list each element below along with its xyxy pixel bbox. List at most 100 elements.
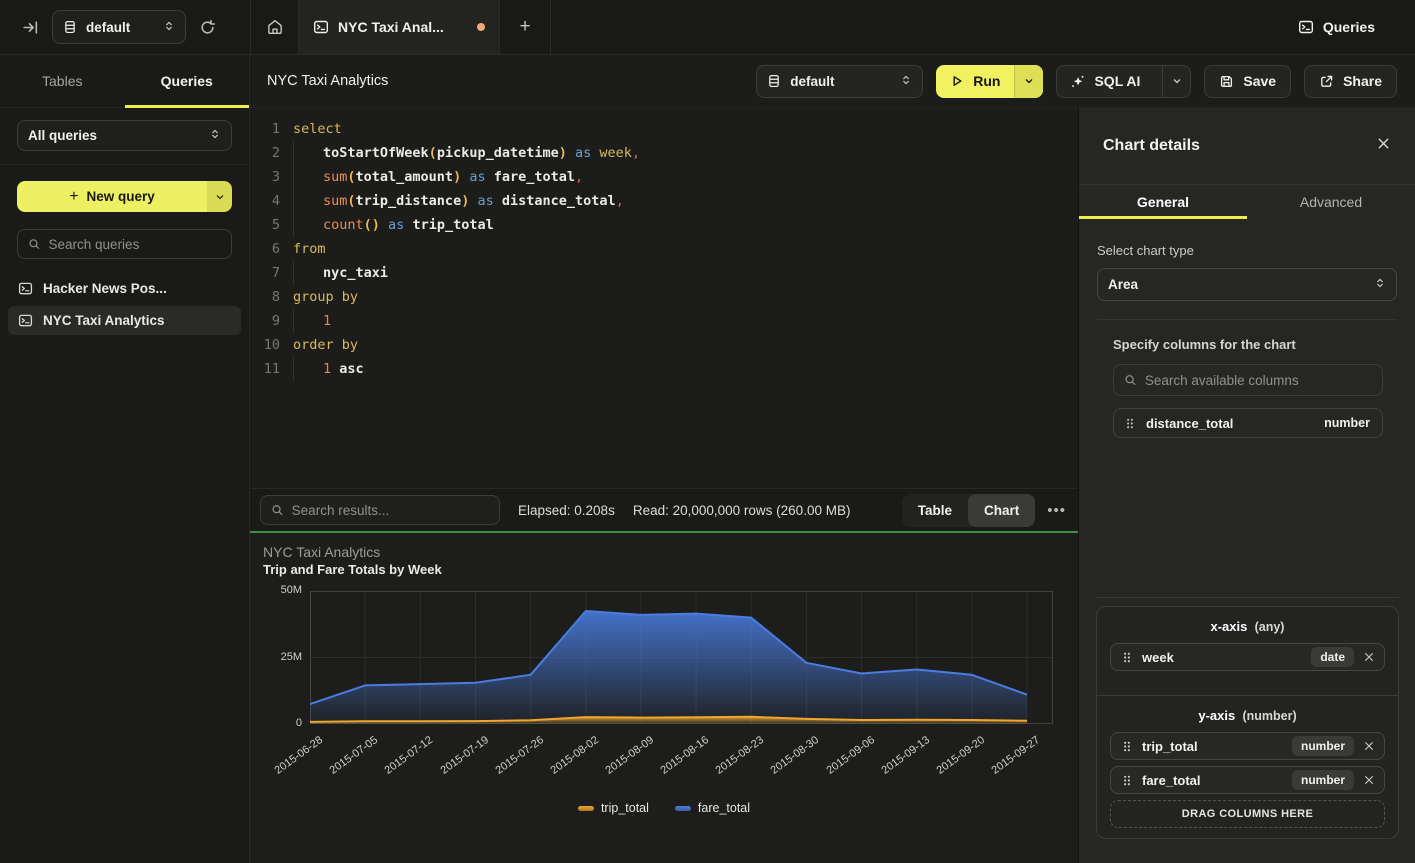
code-line[interactable]: 10order by [250, 333, 1078, 357]
y-tick-label: 25M [268, 651, 302, 663]
column-type-badge: number [1292, 770, 1354, 790]
database-icon [767, 74, 781, 88]
chart-title: NYC Taxi Analytics [263, 544, 380, 560]
refresh-button[interactable] [199, 19, 216, 36]
main-header: NYC Taxi Analytics default Run [250, 55, 1415, 108]
new-tab-button[interactable]: + [500, 0, 550, 54]
code-line[interactable]: 3sum(total_amount) as fare_total, [250, 165, 1078, 189]
main-column: 1select2toStartOfWeek(pickup_datetime) a… [250, 108, 1078, 863]
sql-ai-button[interactable]: SQL AI [1056, 65, 1191, 98]
x-tick-label: 2015-08-16 [659, 734, 712, 777]
chevron-updown-icon [1374, 276, 1386, 293]
legend-item[interactable]: fare_total [675, 801, 750, 815]
code-line[interactable]: 4sum(trip_distance) as distance_total, [250, 189, 1078, 213]
database-selector[interactable]: default [52, 10, 186, 44]
results-search-input[interactable] [292, 503, 489, 518]
chart-type-value: Area [1108, 277, 1138, 292]
view-toggle-chart[interactable]: Chart [968, 494, 1035, 527]
chevron-down-icon [214, 191, 226, 203]
run-options-dropdown[interactable] [1014, 65, 1043, 98]
available-column-row[interactable]: distance_totalnumber [1113, 408, 1383, 438]
chevron-down-icon [1171, 75, 1183, 87]
line-number: 4 [250, 189, 280, 213]
legend-swatch [675, 806, 691, 811]
run-button[interactable]: Run [936, 65, 1043, 98]
remove-icon [1363, 651, 1375, 663]
chart-plot[interactable] [310, 591, 1053, 724]
view-toggle-table[interactable]: Table [902, 494, 968, 527]
code-line[interactable]: 7nyc_taxi [250, 261, 1078, 285]
area-chart-svg [310, 591, 1053, 724]
tab-title: NYC Taxi Anal... [338, 19, 444, 35]
topbar-left-group: default [0, 0, 250, 54]
y-axis-column-pill[interactable]: trip_totalnumber [1110, 732, 1385, 760]
page-title: NYC Taxi Analytics [267, 73, 388, 89]
code-line[interactable]: 5count() as trip_total [250, 213, 1078, 237]
tab-advanced[interactable]: Advanced [1247, 185, 1415, 219]
query-name: NYC Taxi Analytics [43, 313, 165, 328]
chart-type-selector[interactable]: Area [1097, 268, 1397, 301]
remove-column-button[interactable] [1363, 740, 1375, 752]
share-button[interactable]: Share [1304, 65, 1397, 98]
query-filter-dropdown[interactable]: All queries [17, 120, 232, 151]
drop-zone[interactable]: DRAG COLUMNS HERE [1110, 800, 1385, 828]
x-axis-heading: x-axis (any) [1110, 619, 1385, 634]
remove-icon [1363, 774, 1375, 786]
query-list-item[interactable]: Hacker News Pos... [8, 274, 241, 303]
close-icon [1376, 136, 1391, 151]
line-number: 2 [250, 141, 280, 165]
chart-details-panel: Chart details General Advanced Select ch… [1078, 108, 1415, 863]
axis-assignments: x-axis (any) weekdate y-axis (number) tr… [1096, 597, 1399, 839]
y-axis-section: y-axis (number) trip_totalnumberfare_tot… [1097, 696, 1398, 838]
column-type-badge: date [1311, 647, 1354, 667]
collapse-sidebar-button[interactable] [22, 19, 39, 36]
sidebar-tab-tables[interactable]: Tables [0, 55, 125, 107]
available-columns: distance_totalnumber [1113, 408, 1383, 438]
more-options-icon[interactable]: ••• [1047, 502, 1066, 519]
run-database-selector[interactable]: default [756, 65, 923, 98]
column-name: distance_total [1146, 416, 1233, 431]
code-line[interactable]: 1select [250, 117, 1078, 141]
column-search[interactable] [1113, 364, 1383, 396]
code-line[interactable]: 6from [250, 237, 1078, 261]
sql-editor[interactable]: 1select2toStartOfWeek(pickup_datetime) a… [250, 108, 1078, 488]
play-icon [950, 74, 964, 88]
remove-column-button[interactable] [1363, 774, 1375, 786]
y-axis-column-pill[interactable]: fare_totalnumber [1110, 766, 1385, 794]
line-number: 6 [250, 237, 280, 261]
drag-handle-icon [1121, 740, 1133, 753]
results-search[interactable] [260, 495, 500, 525]
new-query-dropdown[interactable] [207, 181, 232, 212]
query-filter-value: All queries [28, 128, 97, 143]
home-button[interactable] [251, 0, 298, 54]
queries-shortcut[interactable]: Queries [1298, 0, 1415, 54]
sql-ai-dropdown[interactable] [1162, 66, 1190, 97]
save-button[interactable]: Save [1204, 65, 1291, 98]
save-label: Save [1243, 73, 1276, 89]
x-tick-label: 2015-09-06 [824, 734, 877, 777]
x-axis-column-pill[interactable]: weekdate [1110, 643, 1385, 671]
sidebar-tabs: Tables Queries [0, 55, 249, 108]
sidebar-tab-queries[interactable]: Queries [125, 55, 250, 107]
chart-subtitle: Trip and Fare Totals by Week [263, 562, 442, 577]
legend-item[interactable]: trip_total [578, 801, 649, 815]
sql-ai-label: SQL AI [1094, 73, 1140, 89]
query-search-input[interactable] [49, 237, 221, 252]
tab-general[interactable]: General [1079, 185, 1247, 219]
column-search-input[interactable] [1145, 373, 1372, 388]
line-number: 8 [250, 285, 280, 309]
close-panel-button[interactable] [1376, 136, 1391, 156]
code-line[interactable]: 8group by [250, 285, 1078, 309]
view-toggle: Table Chart [902, 494, 1036, 527]
queries-shortcut-label: Queries [1323, 19, 1375, 35]
query-list-item[interactable]: NYC Taxi Analytics [8, 306, 241, 335]
code-line[interactable]: 111 asc [250, 357, 1078, 381]
separator [550, 0, 551, 54]
chart-panel: NYC Taxi Analytics Trip and Fare Totals … [250, 533, 1078, 863]
code-line[interactable]: 91 [250, 309, 1078, 333]
query-search[interactable] [17, 229, 232, 259]
new-query-button[interactable]: + New query [17, 181, 232, 212]
query-tab[interactable]: NYC Taxi Anal... [299, 0, 499, 54]
remove-column-button[interactable] [1363, 651, 1375, 663]
code-line[interactable]: 2toStartOfWeek(pickup_datetime) as week, [250, 141, 1078, 165]
